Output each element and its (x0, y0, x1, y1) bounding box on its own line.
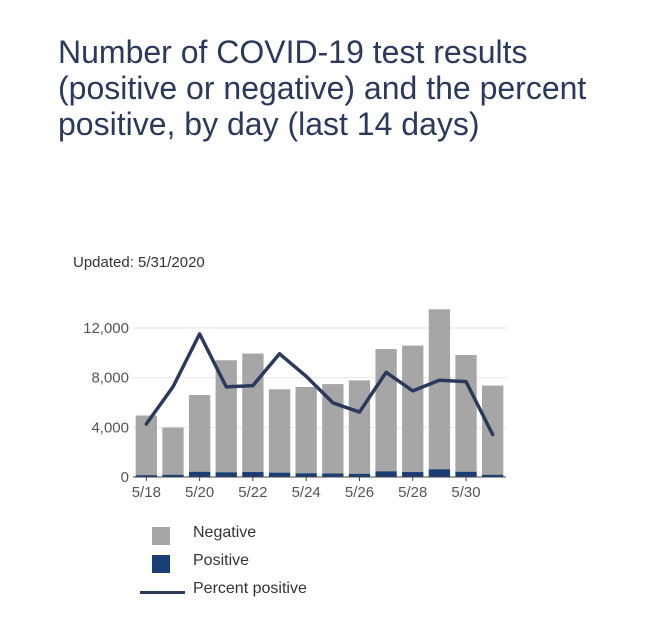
y-tick-label: 12,000 (83, 320, 129, 337)
positive-bar[interactable] (428, 469, 451, 477)
y-tick-label: 0 (121, 469, 129, 486)
percent-positive-line[interactable] (144, 332, 495, 437)
positive-bar[interactable] (135, 475, 157, 477)
negative-bar[interactable] (375, 349, 397, 472)
negative-bar[interactable] (242, 353, 264, 473)
negative-bar[interactable] (188, 395, 211, 472)
negative-bar[interactable] (402, 345, 424, 473)
legend-line-icon (140, 591, 185, 594)
legend-swatch-icon (152, 527, 170, 545)
negative-bar[interactable] (162, 427, 184, 475)
negative-bar[interactable] (348, 380, 371, 474)
positive-bar[interactable] (375, 471, 397, 477)
positive-bar[interactable] (215, 472, 237, 477)
x-tick-label: 5/28 (398, 484, 427, 501)
positive-bar[interactable] (322, 473, 344, 477)
x-tick-label: 5/26 (345, 484, 374, 501)
y-tick-label: 8,000 (91, 370, 129, 387)
legend-label: Positive (193, 552, 250, 569)
axes: 0 4,000 8,000 12,000 5/18 5/20 5/22 5/24 5/26 5/2… (83, 320, 506, 501)
legend-label: Negative (193, 524, 257, 541)
negative-bar[interactable] (295, 386, 317, 474)
negative-bar[interactable] (215, 360, 237, 473)
legend-label: Percent positive (193, 580, 307, 597)
negative-bar[interactable] (428, 309, 451, 470)
positive-bar[interactable] (455, 471, 477, 477)
positive-bar[interactable] (295, 473, 317, 477)
positive-bar[interactable] (402, 472, 424, 477)
x-tick-label: 5/18 (132, 484, 161, 501)
positive-bar[interactable] (242, 472, 264, 477)
legend-swatch-icon (152, 555, 170, 573)
positive-bar[interactable] (348, 473, 371, 477)
positive-bar[interactable] (268, 472, 291, 477)
positive-bar[interactable] (482, 474, 504, 477)
x-tick-label: 5/24 (292, 484, 321, 501)
percent-line-layer (144, 332, 495, 437)
x-tick-label: 5/20 (185, 484, 214, 501)
negative-bar[interactable] (482, 385, 504, 475)
negative-bar[interactable] (455, 355, 477, 472)
bars (135, 309, 504, 477)
positive-bar[interactable] (162, 474, 184, 477)
negative-bar[interactable] (135, 415, 157, 476)
updated-date: Updated: 5/31/2020 (73, 254, 205, 271)
chart-title: Number of COVID-19 test results (positiv… (58, 34, 587, 142)
positive-bar[interactable] (188, 471, 211, 477)
negative-bar[interactable] (268, 389, 291, 473)
x-tick-label: 5/30 (451, 484, 480, 501)
y-tick-label: 4,000 (91, 419, 129, 436)
x-tick-label: 5/22 (238, 484, 267, 501)
